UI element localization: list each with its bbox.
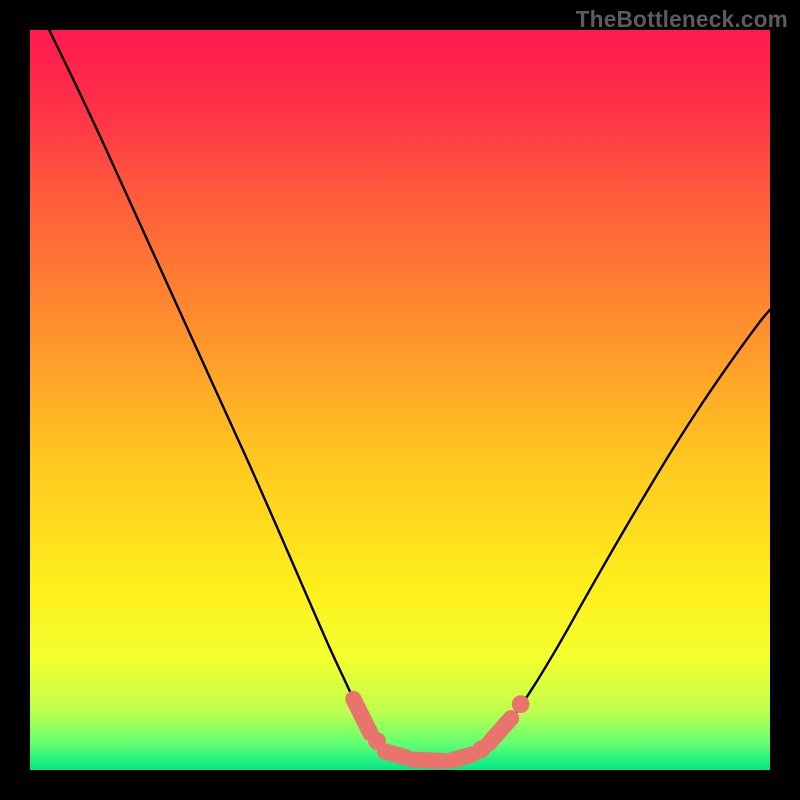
bottleneck-curve	[49, 30, 770, 762]
marker-pill	[385, 752, 406, 758]
marker-pill	[452, 754, 473, 760]
marker-dot	[473, 740, 491, 758]
curve-layer	[30, 30, 770, 770]
marker-dot	[368, 732, 386, 750]
marker-pill	[413, 760, 444, 761]
marker-pill	[489, 718, 511, 743]
marker-pill	[353, 699, 370, 733]
chart-frame: TheBottleneck.com	[0, 0, 800, 800]
watermark-text: TheBottleneck.com	[576, 6, 788, 33]
plot-area	[30, 30, 770, 770]
marker-dot	[512, 695, 530, 713]
